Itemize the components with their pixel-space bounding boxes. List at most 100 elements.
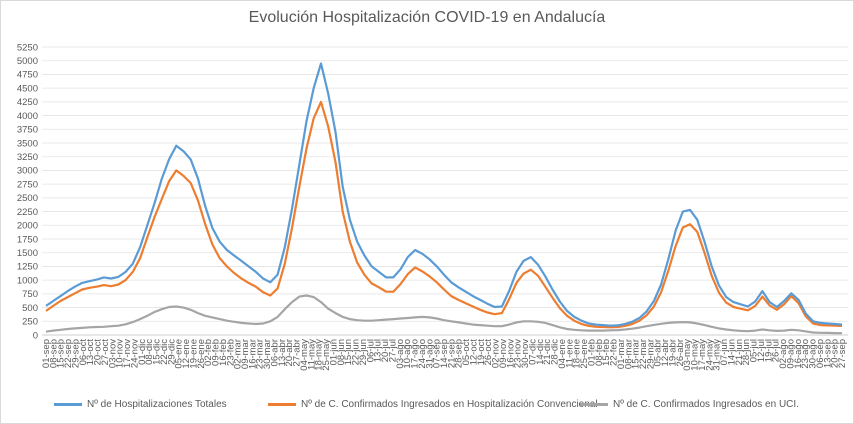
- x-tick-label: 15-sep: [56, 339, 67, 368]
- x-tick-label: 20-oct: [93, 339, 104, 366]
- x-tick-label: 15-jun: [343, 339, 354, 365]
- x-tick-label: 10-ago: [402, 339, 413, 369]
- y-tick-label: 2000: [17, 221, 38, 232]
- x-tick-label: 20-abr: [284, 339, 295, 366]
- x-tick-label: 26-ene: [196, 339, 207, 369]
- x-tick-label: 22-feb: [609, 339, 620, 366]
- x-axis-tick-labels: 01-sep08-sep15-sep22-sep29-sep06-oct13-o…: [41, 339, 848, 371]
- x-tick-label: 23-ago: [800, 339, 811, 369]
- series-lines: [45, 62, 843, 335]
- x-tick-label: 04-ene: [557, 339, 568, 369]
- x-tick-label: 02-nov: [491, 339, 502, 368]
- x-tick-label: 30-nov: [520, 339, 531, 368]
- series-line-2: [45, 294, 843, 335]
- x-tick-label: 16-nov: [505, 339, 516, 368]
- x-tick-label: 06-abr: [269, 339, 280, 366]
- y-tick-label: 750: [22, 289, 38, 300]
- x-tick-label: 28-dic: [550, 339, 561, 365]
- x-tick-label: 25-ene: [579, 339, 590, 369]
- x-tick-label: 17-ago: [410, 339, 421, 369]
- legend-item-convencional: Nº de C. Confirmados Ingresados en Hospi…: [268, 399, 598, 410]
- x-tick-label: 24-ago: [417, 339, 428, 369]
- legend-label-convencional: Nº de C. Confirmados Ingresados en Hospi…: [301, 399, 598, 410]
- x-tick-label: 30-ago: [808, 339, 819, 369]
- y-tick-label: 4250: [17, 97, 38, 108]
- y-tick-label: 2500: [17, 193, 38, 204]
- x-tick-label: 01-feb: [586, 339, 597, 366]
- x-tick-label: 02-mar: [233, 339, 244, 369]
- x-tick-label: 21-sep: [446, 339, 457, 368]
- x-tick-label: 08-jun: [336, 339, 347, 365]
- y-tick-label: 4000: [17, 111, 38, 122]
- legend-swatch-uci: [580, 403, 608, 406]
- y-tick-label: 4500: [17, 83, 38, 94]
- x-tick-label: 15-mar: [631, 339, 642, 369]
- y-tick-label: 250: [22, 317, 38, 328]
- x-tick-label: 29-sep: [70, 339, 81, 368]
- y-tick-label: 1500: [17, 248, 38, 259]
- x-tick-label: 19-oct: [476, 339, 487, 366]
- y-tick-label: 0: [33, 330, 38, 341]
- legend: Nº de Hospitalizaciones Totales Nº de C.…: [0, 399, 854, 415]
- x-tick-label: 10-may: [690, 339, 701, 371]
- x-tick-label: 26-oct: [483, 339, 494, 366]
- x-tick-label: 06-sep: [815, 339, 826, 368]
- x-tick-label: 14-dic: [535, 339, 546, 365]
- x-tick-label: 15-feb: [601, 339, 612, 366]
- x-tick-label: 01-mar: [616, 339, 627, 369]
- x-tick-label: 09-ago: [785, 339, 796, 369]
- x-tick-label: 06-oct: [78, 339, 89, 366]
- y-tick-label: 5000: [17, 56, 38, 67]
- legend-swatch-totales: [54, 403, 82, 406]
- x-tick-label: 22-sep: [63, 339, 74, 368]
- x-tick-label: 25-may: [321, 339, 332, 371]
- x-tick-label: 20-sep: [830, 339, 841, 368]
- x-tick-label: 13-abr: [277, 339, 288, 366]
- x-tick-label: 26-abr: [675, 339, 686, 366]
- x-tick-label: 09-mar: [240, 339, 251, 369]
- x-tick-label: 23-nov: [513, 339, 524, 368]
- y-tick-label: 1000: [17, 275, 38, 286]
- x-tick-label: 07-dic: [527, 339, 538, 365]
- chart-title: Evolución Hospitalización COVID-19 en An…: [248, 9, 606, 26]
- x-tick-label: 23-mar: [255, 339, 266, 369]
- x-tick-label: 21-dic: [542, 339, 553, 365]
- x-tick-label: 04-may: [299, 339, 310, 371]
- y-axis-tick-labels: 0 250 500 750 1000 1250 1500 1750 2000 2250 2500 27…: [17, 42, 38, 341]
- x-tick-label: 17-may: [697, 339, 708, 371]
- y-tick-label: 3250: [17, 152, 38, 163]
- x-tick-label: 02-ago: [778, 339, 789, 369]
- x-tick-label: 17-nov: [122, 339, 133, 368]
- x-tick-label: 29-dic: [166, 339, 177, 365]
- y-tick-label: 1750: [17, 234, 38, 245]
- series-line-1: [45, 100, 843, 329]
- x-tick-label: 29-mar: [645, 339, 656, 369]
- x-tick-label: 14-jun: [726, 339, 737, 365]
- x-tick-label: 20-jul: [380, 339, 391, 362]
- x-tick-label: 10-nov: [115, 339, 126, 368]
- x-tick-label: 13-jul: [373, 339, 384, 362]
- x-tick-label: 28-jun: [741, 339, 752, 365]
- legend-item-uci: Nº de C. Confirmados Ingresados en UCI.: [580, 399, 799, 410]
- x-tick-label: 27-jul: [387, 339, 398, 362]
- x-tick-label: 12-abr: [660, 339, 671, 366]
- x-tick-label: 12-ene: [181, 339, 192, 369]
- x-tick-label: 22-mar: [638, 339, 649, 369]
- x-tick-label: 12-oct: [468, 339, 479, 366]
- y-tick-label: 3500: [17, 138, 38, 149]
- x-tick-label: 05-ene: [174, 339, 185, 369]
- x-tick-label: 03-nov: [107, 339, 118, 368]
- x-tick-label: 03-ago: [395, 339, 406, 369]
- x-tick-label: 02-feb: [203, 339, 214, 366]
- x-tick-label: 08-dic: [144, 339, 155, 365]
- y-tick-label: 2250: [17, 207, 38, 218]
- x-tick-label: 31-ago: [424, 339, 435, 369]
- x-tick-label: 19-ene: [188, 339, 199, 369]
- x-tick-label: 05-oct: [461, 339, 472, 366]
- x-tick-label: 26-jul: [771, 339, 782, 362]
- x-tick-label: 01-jun: [328, 339, 339, 365]
- x-tick-label: 05-abr: [653, 339, 664, 366]
- x-tick-label: 27-abr: [292, 339, 303, 366]
- x-tick-label: 01-dic: [137, 339, 148, 365]
